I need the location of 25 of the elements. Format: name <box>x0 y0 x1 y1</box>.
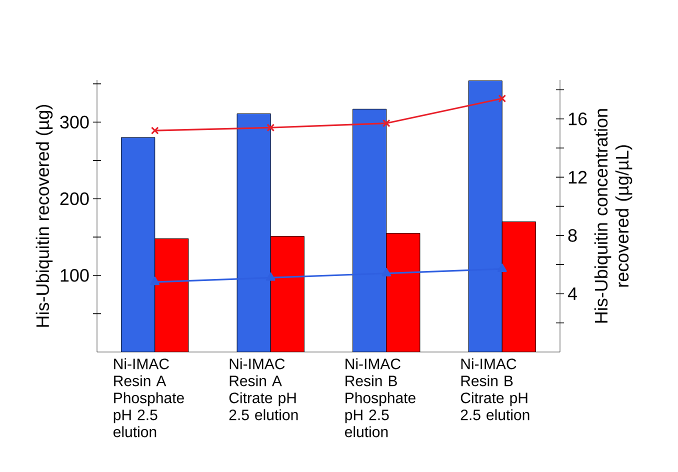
point <box>497 264 507 272</box>
x-tick-label: Ni-IMAC Resin A Phosphate pH 2.5 elution <box>114 358 184 438</box>
bar <box>502 221 536 352</box>
point <box>382 268 392 276</box>
y2-tick-label: 16 <box>568 112 587 126</box>
point <box>150 276 160 286</box>
y2-tick-label: 4 <box>568 288 578 300</box>
y-tick-label: 200 <box>60 192 89 206</box>
bar <box>386 233 420 352</box>
point <box>266 124 275 132</box>
bar <box>270 236 304 352</box>
point <box>382 119 390 128</box>
y2-axis-title: His-Ubiquitin concentration recovered (µg/µL) <box>594 109 632 323</box>
y2-tick-label: 12 <box>568 170 587 184</box>
y-tick-label: 100 <box>60 269 89 282</box>
x-tick-label: Ni-IMAC Resin A Citrate pH 2.5 elution <box>229 358 298 420</box>
x-tick-label: Ni-IMAC Resin B Phosphate pH 2.5 elution <box>345 358 416 438</box>
point <box>498 94 506 102</box>
y-tick-label: 300 <box>60 116 89 129</box>
point <box>266 272 276 281</box>
y2-tick-label: 8 <box>568 229 577 242</box>
y-axis-title: His-Ubiquitin recovered (µg) <box>36 104 53 327</box>
bar <box>154 238 188 352</box>
point <box>150 126 159 135</box>
x-tick-label: Ni-IMAC Resin B Citrate pH 2.5 elution <box>460 358 530 420</box>
